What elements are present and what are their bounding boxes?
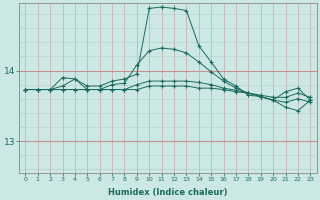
- X-axis label: Humidex (Indice chaleur): Humidex (Indice chaleur): [108, 188, 228, 197]
